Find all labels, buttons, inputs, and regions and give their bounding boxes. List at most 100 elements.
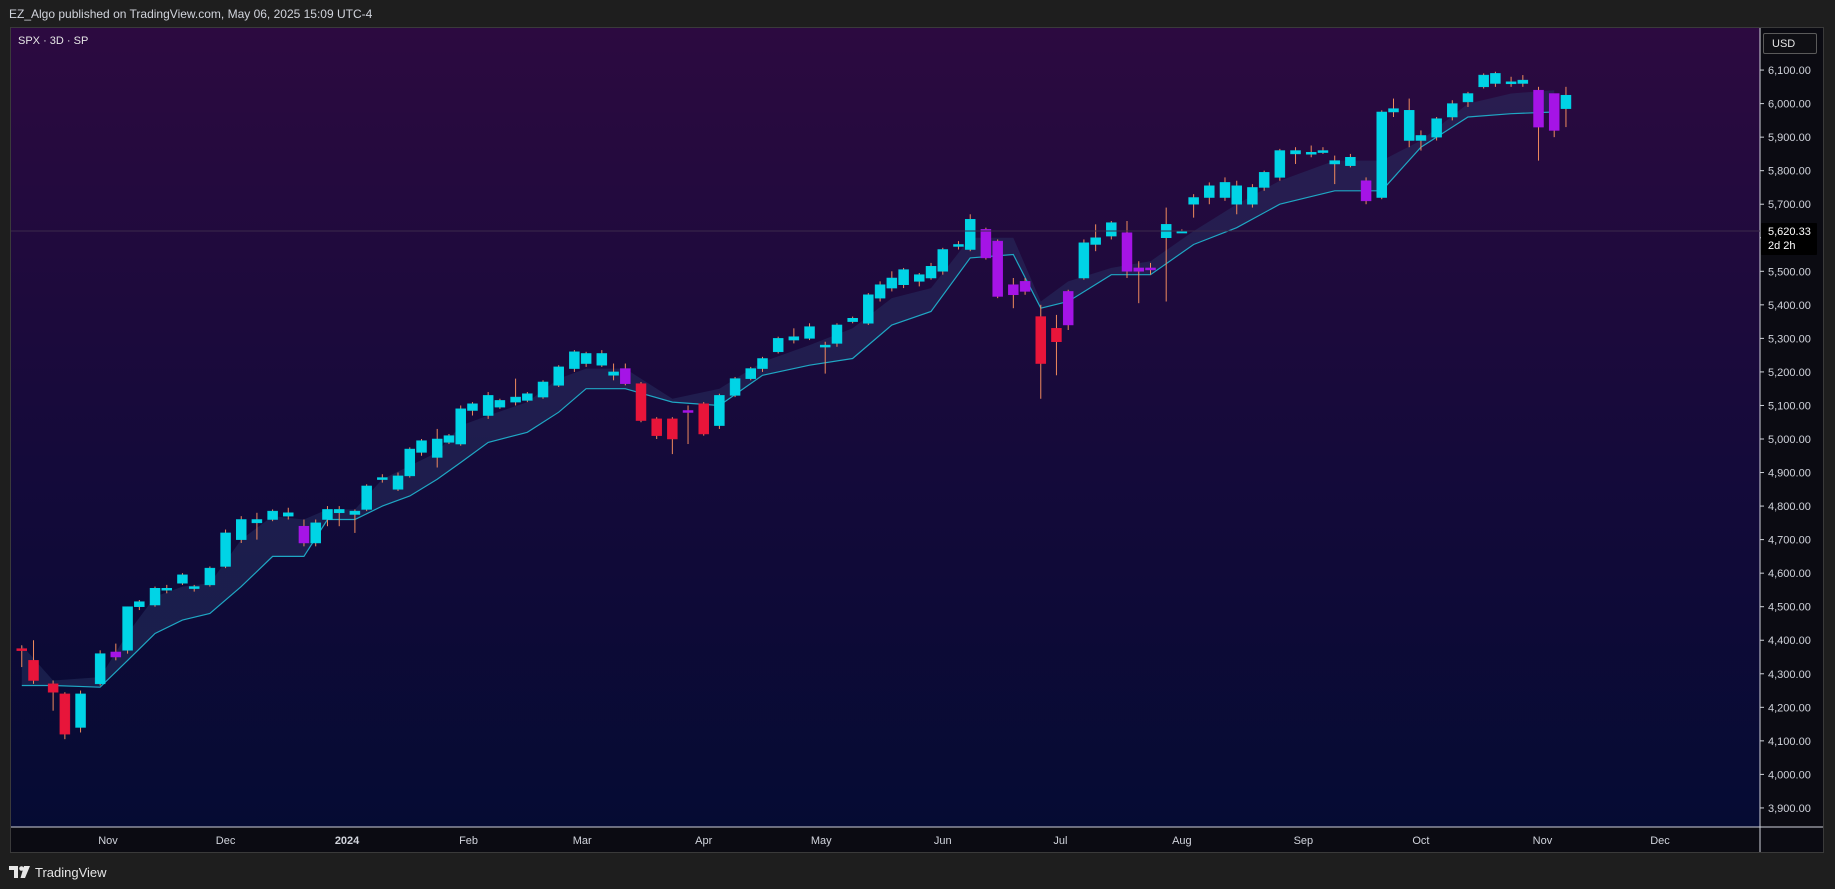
candle-body xyxy=(1204,185,1215,198)
y-tick-label: 6,100.00 xyxy=(1768,65,1811,77)
candle-body xyxy=(1008,284,1019,296)
candle xyxy=(1133,261,1145,304)
currency-button[interactable]: USD xyxy=(1763,33,1817,54)
candle xyxy=(1106,220,1117,240)
candle xyxy=(819,341,831,374)
candle xyxy=(1090,224,1101,252)
x-tick-label: Jun xyxy=(934,835,952,847)
candle-body xyxy=(580,353,592,364)
y-tick-label: 4,200.00 xyxy=(1768,702,1811,714)
candle xyxy=(1560,86,1572,128)
candle-body xyxy=(94,653,106,685)
candle-body xyxy=(1062,291,1074,326)
last-price-value: 5,620.33 xyxy=(1768,226,1811,238)
candle-body xyxy=(992,240,1003,297)
candle-body xyxy=(1376,111,1387,198)
tradingview-logo-icon xyxy=(9,866,30,878)
candle xyxy=(620,363,631,386)
candle-body xyxy=(235,519,247,540)
candle xyxy=(804,323,815,341)
published-by-text: EZ_Algo published on TradingView.com, Ma… xyxy=(9,7,373,21)
candle-body xyxy=(1403,110,1415,141)
trail-line xyxy=(21,111,1555,688)
y-tick-label: 4,000.00 xyxy=(1768,769,1811,781)
candle-body xyxy=(377,477,388,480)
candle xyxy=(1247,184,1258,208)
x-tick-label: Feb xyxy=(459,835,478,847)
candle-body xyxy=(47,683,59,693)
candle xyxy=(608,363,619,381)
candle xyxy=(831,323,843,347)
candle xyxy=(220,529,231,569)
candle xyxy=(361,484,372,512)
candle xyxy=(1388,98,1399,118)
candle xyxy=(745,366,756,381)
candle-body xyxy=(16,648,28,651)
candle xyxy=(1317,147,1329,154)
candle xyxy=(377,474,388,483)
candle xyxy=(59,692,71,740)
candle xyxy=(898,267,909,289)
candle-body xyxy=(110,651,122,658)
candle xyxy=(580,351,592,367)
y-tick-label: 4,800.00 xyxy=(1768,501,1811,513)
x-tick-label: Sep xyxy=(1294,835,1314,847)
x-tick-label: May xyxy=(811,835,832,847)
candle xyxy=(1062,289,1074,330)
candle-body xyxy=(1133,267,1145,272)
candle-body xyxy=(28,660,39,681)
footer xyxy=(0,853,1835,889)
candle xyxy=(1274,148,1286,181)
candle xyxy=(404,447,416,478)
candle xyxy=(283,507,294,520)
x-tick-label: Nov xyxy=(1533,835,1553,847)
candle-body xyxy=(937,249,949,272)
chart-frame[interactable] xyxy=(10,27,1824,853)
candle xyxy=(1204,182,1215,205)
publish-header: EZ_Algo published on TradingView.com, Ma… xyxy=(0,0,1835,27)
candle-body xyxy=(467,403,478,411)
x-tick-label: Nov xyxy=(98,835,118,847)
candle-body xyxy=(682,410,694,413)
symbol-label[interactable]: SPX · 3D · SP xyxy=(18,35,89,47)
candle xyxy=(537,380,549,399)
candle xyxy=(757,356,768,372)
candle xyxy=(455,405,466,446)
candle-body xyxy=(874,284,886,299)
y-tick-label: 5,100.00 xyxy=(1768,400,1811,412)
candle-body xyxy=(745,368,756,379)
tradingview-logo[interactable]: TradingView xyxy=(9,864,107,880)
candle xyxy=(1008,278,1019,309)
candle-body xyxy=(431,438,443,458)
candle-body xyxy=(1247,187,1258,205)
y-tick-label: 4,700.00 xyxy=(1768,535,1811,547)
price-scale-background xyxy=(1760,28,1823,827)
candle xyxy=(1517,75,1529,87)
x-tick-label: Dec xyxy=(216,835,236,847)
candle xyxy=(1019,278,1031,295)
x-tick-label: Oct xyxy=(1412,835,1429,847)
candle xyxy=(1462,91,1474,107)
candle xyxy=(110,643,122,661)
candle-body xyxy=(204,567,216,586)
candle xyxy=(714,393,725,429)
candle-body xyxy=(482,395,494,416)
candle-body xyxy=(667,418,678,440)
candle xyxy=(1290,147,1301,164)
candle xyxy=(772,336,784,354)
candle xyxy=(122,606,133,654)
candle xyxy=(925,262,937,280)
candle xyxy=(937,247,949,275)
candle xyxy=(1415,130,1427,151)
candle xyxy=(698,402,709,436)
candle xyxy=(992,239,1003,299)
candle xyxy=(431,428,443,468)
candle-body xyxy=(1415,135,1427,141)
candle-body xyxy=(635,383,647,421)
candle xyxy=(1533,86,1544,161)
candle-body xyxy=(251,519,263,524)
candle xyxy=(553,365,564,388)
candle xyxy=(874,281,886,302)
candle-body xyxy=(964,219,976,250)
